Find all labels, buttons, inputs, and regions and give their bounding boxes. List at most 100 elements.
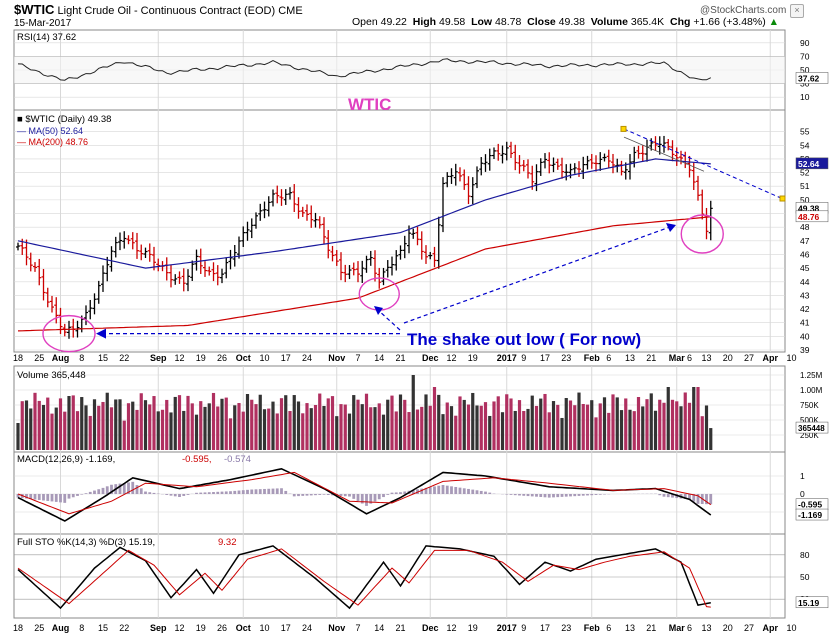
- macd-hist-bar: [373, 494, 377, 502]
- volume-legend: Volume 365,448: [17, 370, 86, 381]
- x-tick-label: 23: [561, 623, 571, 633]
- sto-k-line: [17, 545, 711, 610]
- macd-hist-bar: [411, 490, 415, 494]
- volume-bar: [75, 411, 80, 450]
- macd-hist-bar: [543, 494, 547, 498]
- volume-bar: [428, 405, 432, 450]
- macd-hist-bar: [560, 494, 564, 497]
- macd-hist-bar: [37, 494, 41, 500]
- volume-bar: [318, 393, 322, 450]
- volume-bar: [568, 400, 573, 450]
- volume-bar: [687, 402, 692, 450]
- macd-hist-bar: [275, 488, 279, 494]
- macd-hist-bar: [484, 491, 487, 494]
- ma50-line: [17, 158, 711, 269]
- volume-bar: [381, 414, 386, 450]
- macd-hist-bar: [445, 485, 449, 494]
- close-label: Close: [527, 16, 556, 28]
- x-tick-label: 12: [174, 353, 184, 363]
- volume-bar: [462, 399, 466, 450]
- macd-legend-hist: -0.574: [224, 454, 251, 465]
- rsi-tick-label: 70: [800, 51, 810, 61]
- macd-hist-bar: [518, 494, 521, 496]
- macd-hist-bar: [433, 486, 436, 494]
- arrowhead-mar: [666, 223, 676, 232]
- x-tick-label: 21: [395, 353, 405, 363]
- x-tick-label: Feb: [584, 623, 601, 633]
- macd-hist-bar: [29, 494, 33, 500]
- volume-bar: [496, 396, 500, 450]
- sto-legend: Full STO %K(14,3) %D(3) 15.19,: [17, 537, 155, 548]
- volume-bar: [675, 401, 679, 450]
- volume-bar: [347, 413, 352, 450]
- volume-tick-label: 500K: [800, 416, 819, 425]
- macd-hist-bar: [573, 494, 577, 497]
- volume-bar: [364, 393, 369, 450]
- macd-hist-bar: [369, 494, 373, 504]
- x-tick-label: 10: [786, 623, 796, 633]
- x-tick-label: Sep: [150, 623, 167, 633]
- volume-bar: [602, 397, 607, 450]
- volume-bar: [598, 403, 602, 450]
- volume-tick-label: 750K: [800, 401, 819, 410]
- rsi-tag: 37.62: [798, 73, 820, 83]
- macd-hist-bar: [505, 494, 509, 495]
- volume-bar: [305, 403, 309, 450]
- volume-bar: [156, 411, 160, 450]
- macd-hist-bar: [564, 494, 568, 497]
- macd-hist-bar: [216, 491, 220, 494]
- high-value: 49.58: [438, 16, 466, 28]
- macd-hist-bar: [195, 492, 198, 494]
- volume-bar: [696, 387, 700, 450]
- volume-bar: [114, 399, 118, 450]
- macd-legend-signal: -0.595,: [182, 454, 212, 465]
- arrow-to-nov: [377, 309, 401, 331]
- volume-bar: [437, 394, 441, 450]
- volume-bar: [275, 413, 279, 450]
- x-tick-label: 23: [561, 353, 571, 363]
- x-tick-label: Dec: [422, 353, 439, 363]
- rsi-tick-label: 50: [800, 65, 810, 75]
- macd-hist-bar: [88, 491, 92, 494]
- volume-bar: [356, 399, 360, 450]
- volume-bar: [54, 407, 58, 450]
- brand-watermark: @StockCharts.com: [700, 5, 787, 16]
- volume-bar: [479, 405, 483, 450]
- volume-bar: [131, 401, 135, 450]
- x-tick-label: 17: [540, 353, 550, 363]
- volume-bar: [207, 403, 211, 450]
- price-tick-label: 52: [800, 168, 810, 178]
- instrument-name: Light Crude Oil - Continuous Contract (E…: [57, 5, 276, 17]
- chart-header: $WTIC Light Crude Oil - Continuous Contr…: [14, 2, 303, 17]
- macd-hist-bar: [577, 494, 581, 496]
- x-tick-label: 26: [217, 353, 227, 363]
- volume-bar: [483, 402, 488, 450]
- x-tick-label: 14: [374, 623, 384, 633]
- x-tick-label: 13: [625, 353, 635, 363]
- macd-hist-bar: [475, 490, 479, 494]
- x-tick-label: 8: [79, 623, 84, 633]
- x-tick-label: 8: [79, 353, 84, 363]
- volume-bar: [471, 392, 475, 450]
- sto-legend-d: 9.32: [218, 537, 237, 548]
- macd-hist-bar: [139, 488, 143, 494]
- chg-label: Chg: [670, 16, 691, 28]
- price-tick-label: 51: [800, 181, 810, 191]
- close-icon[interactable]: ×: [790, 4, 804, 18]
- macd-hist-bar: [454, 486, 458, 494]
- volume-bar: [522, 411, 526, 450]
- volume-bar: [326, 398, 330, 450]
- ma200-tag: 48.76: [798, 212, 820, 222]
- x-tick-label: 21: [646, 623, 656, 633]
- macd-hist-bar: [135, 485, 139, 494]
- volume-bar: [267, 408, 271, 450]
- macd-hist-bar: [148, 492, 152, 494]
- macd-hist-bar: [662, 494, 666, 497]
- x-tick-label: 6: [687, 353, 692, 363]
- volume-bar: [33, 392, 37, 450]
- x-tick-label: Apr: [763, 623, 779, 633]
- macd-hist-bar: [403, 491, 407, 494]
- volume-bar: [377, 403, 381, 450]
- volume-bar: [373, 407, 377, 450]
- macd-hist-bar: [509, 494, 513, 495]
